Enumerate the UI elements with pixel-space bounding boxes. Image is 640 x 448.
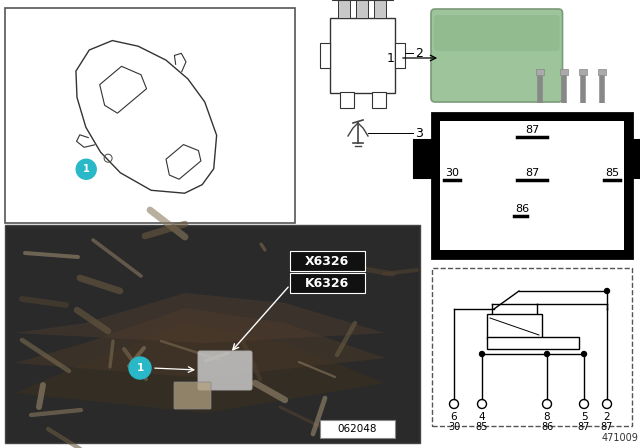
Bar xyxy=(432,113,632,258)
Text: 062048: 062048 xyxy=(337,424,377,434)
Text: 86: 86 xyxy=(515,204,529,214)
Text: 2: 2 xyxy=(604,412,611,422)
Bar xyxy=(487,314,542,339)
Text: X6326: X6326 xyxy=(305,254,349,267)
Text: 1: 1 xyxy=(83,164,90,174)
Circle shape xyxy=(605,289,609,293)
Text: 1: 1 xyxy=(387,52,395,65)
Bar xyxy=(290,251,365,271)
FancyBboxPatch shape xyxy=(174,382,211,409)
Bar xyxy=(5,8,295,223)
Text: 4: 4 xyxy=(479,412,485,422)
Polygon shape xyxy=(15,308,385,378)
Text: 3: 3 xyxy=(415,126,423,139)
Circle shape xyxy=(582,352,586,357)
Text: 8: 8 xyxy=(544,412,550,422)
Bar xyxy=(536,69,543,75)
Bar xyxy=(356,0,368,18)
Text: 87: 87 xyxy=(578,422,590,432)
Bar xyxy=(5,225,420,443)
Polygon shape xyxy=(15,293,385,343)
Bar xyxy=(440,121,624,250)
Text: 2: 2 xyxy=(415,47,423,60)
Bar xyxy=(560,69,568,75)
Circle shape xyxy=(129,357,151,379)
Bar xyxy=(487,337,579,349)
Circle shape xyxy=(76,159,96,179)
Text: 6: 6 xyxy=(451,412,458,422)
Text: 30: 30 xyxy=(445,168,459,177)
Text: 85: 85 xyxy=(605,168,619,177)
FancyBboxPatch shape xyxy=(434,15,560,51)
Bar xyxy=(598,69,606,75)
Text: K6326: K6326 xyxy=(305,276,349,289)
Bar xyxy=(372,92,386,108)
Text: 85: 85 xyxy=(476,422,488,432)
Text: 1: 1 xyxy=(136,363,143,373)
Bar xyxy=(632,140,640,178)
Bar xyxy=(320,43,330,68)
Text: 471009: 471009 xyxy=(601,433,638,443)
Bar xyxy=(432,268,632,426)
Text: 5: 5 xyxy=(580,412,588,422)
Bar xyxy=(395,43,405,68)
Bar xyxy=(374,0,386,18)
Text: 87: 87 xyxy=(525,125,539,135)
Bar xyxy=(340,92,354,108)
Text: 30: 30 xyxy=(448,422,460,432)
Text: 86: 86 xyxy=(541,422,553,432)
Bar xyxy=(320,420,395,438)
FancyBboxPatch shape xyxy=(198,351,252,390)
Bar xyxy=(579,69,588,75)
Circle shape xyxy=(479,352,484,357)
FancyBboxPatch shape xyxy=(431,9,563,102)
Bar xyxy=(414,140,432,178)
Polygon shape xyxy=(15,323,385,413)
Bar xyxy=(338,0,350,18)
Bar xyxy=(330,18,395,93)
Text: 87: 87 xyxy=(525,168,539,177)
Circle shape xyxy=(545,352,550,357)
Text: 87: 87 xyxy=(601,422,613,432)
Bar xyxy=(290,273,365,293)
